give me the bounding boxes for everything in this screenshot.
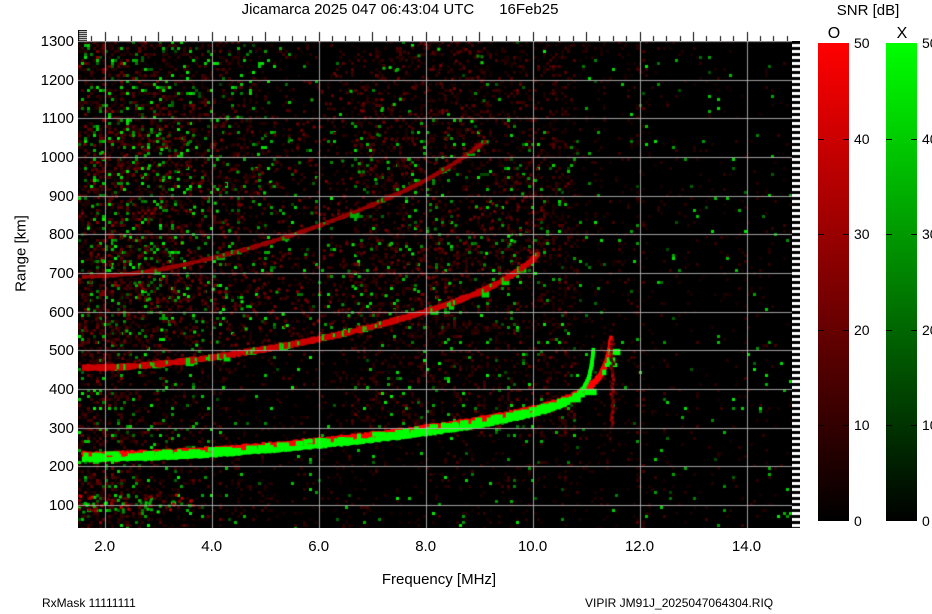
colorbar-tick-mark (843, 234, 849, 236)
y-tick-label: 600 (48, 303, 74, 321)
y-tick-label: 800 (48, 226, 74, 244)
y-tick-label: 400 (48, 380, 74, 398)
colorbar-o-tick-label: 0 (854, 513, 862, 529)
colorbar-o-tick-label: 20 (854, 321, 870, 338)
ionogram-plot-area[interactable] (78, 41, 800, 528)
ionogram-canvas[interactable] (78, 41, 800, 528)
y-axis: 100 200 300 400 500 600 700 800 900 1000 1100 1200 1… (0, 0, 74, 614)
x-axis-title: Frequency [MHz] (381, 571, 497, 588)
colorbar-x-tick-label: 40 (922, 130, 932, 147)
colorbar-x-tick-label: 20 (922, 321, 932, 338)
y-tick-label: 900 (48, 187, 74, 205)
colorbar-o-mode (818, 43, 849, 521)
colorbar-tick-mark (886, 329, 892, 331)
axis-corner-hatch (78, 30, 87, 42)
colorbar-x-tick-label: 0 (922, 513, 930, 529)
source-file-label: VIPIR JM91J_2025047064304.RIQ (585, 596, 774, 610)
colorbar-o-tick-label: 50 (854, 35, 870, 51)
x-tick-label: 8.0 (415, 538, 437, 555)
colorbar-tick-mark (843, 425, 849, 427)
rxmask-label: RxMask 11111111 (42, 596, 136, 610)
colorbar-x-mode-label: X (896, 25, 908, 42)
colorbar-tick-mark (818, 234, 824, 236)
x-tick-label: 12.0 (624, 538, 655, 555)
colorbar-tick-mark (843, 329, 849, 331)
y-tick-label: 1300 (40, 33, 74, 50)
colorbar-title: SNR [dB] (836, 2, 900, 19)
y-tick-label: 1100 (41, 110, 74, 128)
colorbar-tick-mark (911, 138, 917, 140)
colorbar-o-tick-label: 40 (854, 130, 870, 147)
x-tick-label: 10.0 (517, 538, 548, 555)
colorbar-tick-mark (818, 425, 824, 427)
right-axis-dashes (792, 41, 800, 528)
colorbar-o-tick-label: 10 (854, 417, 870, 434)
page-title: Jicamarca 2025 047 06:43:04 UTC 16Feb25 (241, 1, 559, 18)
y-tick-label: 1000 (40, 148, 74, 166)
colorbar-o-tick-label: 30 (854, 226, 870, 243)
x-tick-label: 14.0 (731, 538, 762, 555)
colorbar-tick-mark (911, 425, 917, 427)
y-tick-label: 100 (48, 496, 74, 514)
colorbar-tick-mark (818, 138, 824, 140)
y-tick-label: 1200 (40, 71, 74, 89)
colorbar-x-mode (886, 43, 917, 521)
colorbar-tick-mark (911, 234, 917, 236)
colorbar-x-tick-label: 10 (922, 417, 932, 434)
y-tick-label: 700 (48, 264, 74, 282)
colorbar-x-tick-label: 50 (922, 35, 932, 51)
colorbar-o-mode-label: O (827, 25, 841, 42)
colorbar-tick-mark (843, 138, 849, 140)
y-tick-label: 300 (48, 419, 74, 437)
x-tick-label: 2.0 (94, 538, 116, 555)
x-tick-label: 6.0 (308, 538, 330, 555)
x-tick-label: 4.0 (201, 538, 223, 555)
top-axis-ticks (78, 30, 800, 42)
colorbar-tick-mark (886, 138, 892, 140)
colorbar-tick-mark (911, 329, 917, 331)
y-tick-label: 200 (48, 458, 74, 476)
colorbar-tick-mark (886, 234, 892, 236)
colorbar-tick-mark (886, 425, 892, 427)
y-tick-label: 500 (48, 342, 74, 360)
colorbar-x-tick-label: 30 (922, 226, 932, 243)
colorbar-tick-mark (818, 329, 824, 331)
